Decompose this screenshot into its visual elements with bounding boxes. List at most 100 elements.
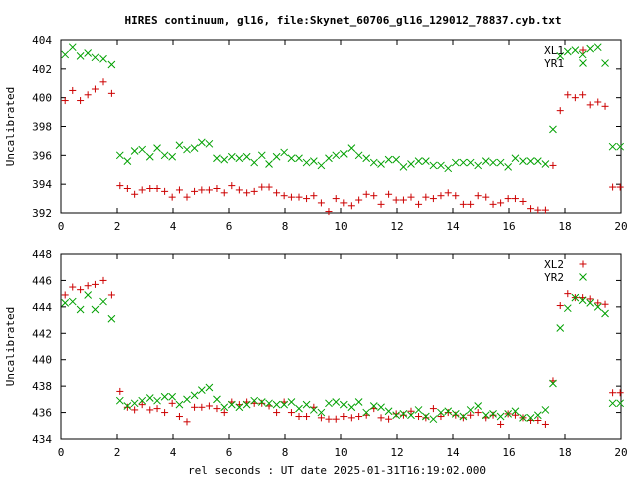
data-point-yr2	[332, 398, 341, 406]
data-point-yr2	[68, 297, 77, 306]
data-point-yr2	[197, 386, 206, 394]
data-point-xl2	[415, 413, 423, 421]
data-point-yr2	[451, 410, 460, 418]
data-point-xl1	[138, 186, 146, 194]
data-point-xl1	[347, 202, 355, 210]
top-x-tick-label: 8	[282, 220, 289, 233]
data-point-xl2	[220, 409, 228, 417]
data-point-xl1	[459, 200, 467, 208]
data-point-xl2	[355, 413, 363, 421]
data-point-yr2	[309, 406, 318, 414]
chart-title: HIRES continuum, gl16, file:Skynet_60706…	[124, 14, 561, 27]
data-point-yr1	[496, 158, 505, 167]
data-point-xl2	[69, 283, 77, 291]
data-point-xl1	[429, 195, 437, 203]
bottom-y-tick-label: 446	[32, 274, 52, 287]
legend-marker-yr2	[579, 273, 587, 281]
data-point-xl1	[392, 196, 400, 204]
data-point-xl1	[191, 187, 199, 195]
data-point-xl1	[77, 97, 85, 105]
data-point-yr2	[317, 408, 326, 417]
data-point-xl1	[84, 91, 92, 99]
data-point-yr1	[145, 152, 154, 161]
top-plot-frame	[60, 39, 622, 214]
data-point-yr1	[115, 151, 124, 160]
data-point-yr1	[130, 147, 139, 155]
legend-label-yr1: YR1	[544, 57, 564, 70]
data-point-yr2	[280, 400, 289, 409]
data-point-yr2	[227, 400, 236, 409]
data-point-xl1	[303, 195, 311, 203]
bottom-y-tick-label: 444	[32, 301, 52, 314]
data-point-yr2	[265, 399, 273, 408]
data-point-xl1	[616, 183, 624, 191]
data-point-xl1	[504, 195, 512, 203]
bottom-x-tick-label: 0	[58, 446, 65, 459]
data-point-yr2	[601, 309, 609, 318]
data-point-xl1	[99, 78, 107, 86]
data-point-yr1	[205, 139, 214, 148]
data-point-xl1	[571, 94, 579, 102]
data-point-yr2	[392, 411, 401, 420]
data-point-yr2	[593, 303, 602, 311]
legend-label-xl2: XL2	[544, 258, 564, 271]
data-point-xl2	[175, 413, 183, 421]
data-point-yr2	[115, 396, 124, 405]
data-point-yr1	[220, 155, 229, 164]
data-point-yr2	[160, 392, 169, 401]
data-point-xl1	[107, 89, 115, 97]
top-x-tick-label: 16	[502, 220, 515, 233]
data-point-xl1	[452, 192, 460, 200]
data-point-yr1	[407, 160, 415, 168]
data-point-xl2	[287, 409, 295, 417]
data-point-yr2	[287, 398, 296, 406]
data-point-xl1	[497, 199, 505, 207]
data-point-yr1	[616, 142, 625, 151]
data-point-yr1	[444, 164, 453, 173]
data-point-yr2	[369, 402, 378, 410]
data-point-xl2	[340, 413, 348, 421]
data-point-xl2	[347, 414, 355, 422]
data-point-yr2	[190, 391, 199, 400]
data-point-yr1	[578, 50, 587, 59]
data-point-xl2	[497, 420, 505, 428]
data-point-yr1	[250, 158, 259, 167]
data-point-yr2	[459, 412, 468, 421]
data-point-yr2	[257, 398, 266, 406]
data-point-yr2	[220, 403, 229, 412]
data-point-xl2	[258, 399, 266, 407]
data-point-yr1	[474, 161, 483, 170]
data-point-yr1	[481, 157, 490, 165]
top-x-tick-label: 18	[558, 220, 571, 233]
data-point-yr1	[489, 158, 497, 167]
data-point-xl2	[556, 302, 564, 310]
bottom-y-tick-label: 434	[32, 433, 52, 446]
data-point-xl1	[153, 184, 161, 192]
top-x-tick-label: 10	[334, 220, 347, 233]
data-point-yr1	[399, 163, 408, 171]
data-point-xl1	[258, 183, 266, 191]
data-point-yr1	[213, 154, 221, 163]
data-point-yr2	[99, 297, 107, 306]
data-point-yr2	[496, 412, 505, 421]
data-point-yr1	[295, 154, 303, 163]
bottom-x-tick-label: 14	[446, 446, 460, 459]
data-point-xl2	[168, 399, 176, 407]
bottom-x-tick-label: 2	[114, 446, 121, 459]
data-point-xl1	[295, 193, 303, 201]
data-point-yr2	[153, 396, 161, 405]
data-point-xl2	[437, 413, 445, 421]
data-point-yr1	[466, 158, 475, 167]
data-point-yr1	[257, 151, 266, 160]
data-point-yr1	[138, 145, 147, 154]
data-point-yr1	[354, 151, 363, 160]
data-point-xl2	[511, 411, 519, 419]
data-point-yr2	[183, 395, 191, 404]
data-point-yr2	[61, 299, 70, 307]
data-point-yr1	[541, 160, 550, 168]
data-point-yr1	[153, 144, 161, 152]
data-point-yr2	[175, 400, 184, 409]
data-point-yr1	[526, 157, 535, 165]
data-point-yr2	[354, 398, 363, 406]
